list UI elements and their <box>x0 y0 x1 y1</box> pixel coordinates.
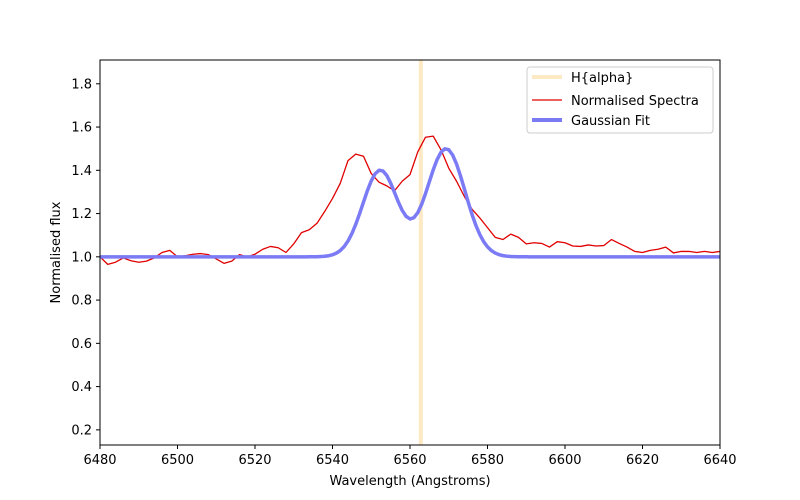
y-tick-label: 1.8 <box>71 77 92 92</box>
y-tick-label: 1.4 <box>71 164 92 179</box>
x-tick-label: 6540 <box>316 453 349 468</box>
x-axis: 6480 6500 6520 6540 6560 6580 6600 6620 6640 <box>83 445 737 468</box>
y-tick-label: 0.6 <box>71 337 92 352</box>
x-tick-label: 6520 <box>238 453 271 468</box>
legend-label-normalised-spectra: Normalised Spectra <box>571 94 699 109</box>
y-tick-label: 1.0 <box>71 250 92 265</box>
y-tick-label: 0.8 <box>71 294 92 309</box>
y-tick-label: 1.6 <box>71 121 92 136</box>
gaussian-fit-line <box>100 147 720 259</box>
x-axis-label: Wavelength (Angstroms) <box>329 474 490 489</box>
y-axis: 0.2 0.4 0.6 0.8 1.0 1.2 1.4 1.6 1.8 <box>71 77 100 438</box>
x-tick-label: 6500 <box>161 453 194 468</box>
legend: H{alpha} Normalised Spectra Gaussian Fit <box>526 66 714 134</box>
legend-box <box>526 66 714 134</box>
y-tick-label: 0.4 <box>71 380 92 395</box>
x-tick-label: 6480 <box>83 453 116 468</box>
x-tick-label: 6560 <box>393 453 426 468</box>
legend-label-halpha: H{alpha} <box>571 71 633 86</box>
y-tick-label: 1.2 <box>71 207 92 222</box>
legend-label-gaussian-fit: Gaussian Fit <box>571 114 650 129</box>
x-tick-label: 6580 <box>471 453 504 468</box>
x-tick-label: 6600 <box>548 453 581 468</box>
x-tick-label: 6620 <box>626 453 659 468</box>
normalised-spectra-line <box>100 135 720 266</box>
y-axis-label: Normalised flux <box>49 201 64 303</box>
x-tick-label: 6640 <box>703 453 736 468</box>
y-tick-label: 0.2 <box>71 423 92 438</box>
